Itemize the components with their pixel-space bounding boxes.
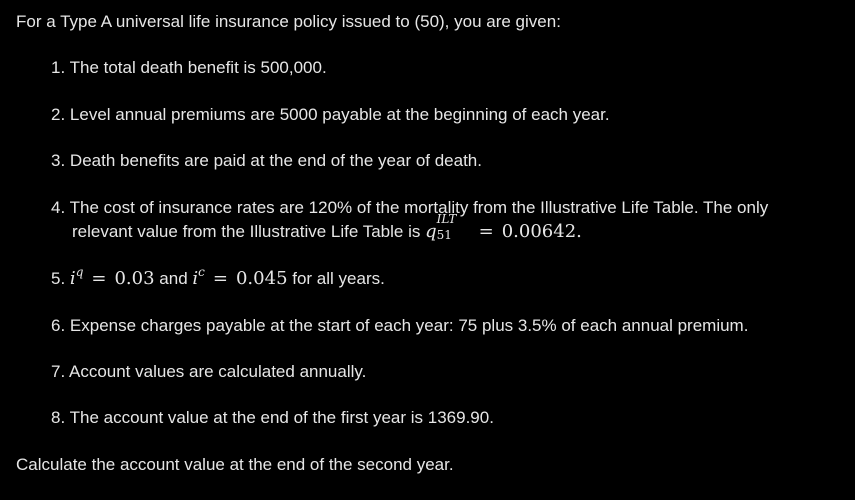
item-number: 8. [51, 408, 66, 427]
q-superscript: ILT [436, 212, 457, 226]
item-number: 3. [51, 151, 66, 170]
i-symbol: i [69, 268, 76, 289]
list-item-8: 8. The account value at the end of the f… [51, 407, 494, 429]
item-number: 2. [51, 105, 66, 124]
item-number: 4. [51, 198, 66, 217]
equals-sign: = [212, 268, 228, 289]
item-text-line2: relevant value from the Illustrative Lif… [51, 213, 841, 243]
question-text: Calculate the account value at the end o… [16, 455, 454, 474]
item-suffix: for all years. [292, 269, 385, 288]
equals-sign: = [91, 268, 107, 289]
list-item-7: 7. Account values are calculated annuall… [51, 361, 366, 383]
equals-sign: = [478, 221, 494, 242]
q-scripts: ILT 51 [437, 213, 471, 241]
item-text: Level annual premiums are 5000 payable a… [69, 105, 610, 124]
item-text: The total death benefit is 500,000. [69, 58, 327, 77]
i-symbol: i [192, 268, 199, 289]
list-item-1: 1. The total death benefit is 500,000. [51, 57, 327, 79]
iq-expression: iq = 0.03 [69, 265, 155, 289]
q-subscript: 51 [436, 228, 452, 242]
q-ilt-expression: q ILT 51 = 0.00642. [425, 213, 582, 242]
ic-value: 0.045 [235, 268, 288, 289]
intro-text: For a Type A universal life insurance po… [16, 12, 561, 31]
item-text-prefix: relevant value from the Illustrative Lif… [72, 222, 421, 241]
list-item-5: 5. iq = 0.03 and ic = 0.045 for all years. [51, 265, 385, 290]
list-item-2: 2. Level annual premiums are 5000 payabl… [51, 104, 610, 126]
and-text: and [159, 269, 188, 288]
item-text: The account value at the end of the firs… [69, 408, 494, 427]
item-text: Account values are calculated annually. [68, 362, 367, 381]
item-number: 6. [51, 316, 66, 335]
q-symbol: q [425, 221, 437, 242]
item-number: 5. [51, 269, 66, 288]
superscript-q: q [75, 265, 84, 279]
superscript-c: c [198, 265, 205, 279]
item-number: 1. [51, 58, 66, 77]
q-value: 0.00642. [501, 221, 582, 242]
iq-value: 0.03 [114, 268, 155, 289]
list-item-4: 4. The cost of insurance rates are 120% … [51, 197, 841, 243]
item-text: Death benefits are paid at the end of th… [69, 151, 482, 170]
item-text: The cost of insurance rates are 120% of … [69, 198, 769, 217]
item-text: Expense charges payable at the start of … [69, 316, 749, 335]
ic-expression: ic = 0.045 [192, 265, 288, 289]
list-item-6: 6. Expense charges payable at the start … [51, 315, 748, 337]
list-item-3: 3. Death benefits are paid at the end of… [51, 150, 482, 172]
item-number: 7. [51, 362, 66, 381]
